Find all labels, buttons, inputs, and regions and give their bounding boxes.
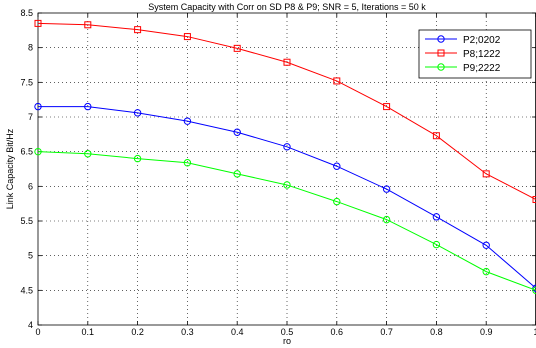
y-tick-label: 6.5 — [20, 147, 33, 157]
chart-title: System Capacity with Corr on SD P8 & P9;… — [148, 2, 426, 12]
x-tick-label: 0 — [35, 327, 40, 337]
y-tick-label: 7.5 — [20, 77, 33, 87]
data-point — [482, 241, 490, 249]
x-tick-label: 0.6 — [331, 327, 344, 337]
data-point — [532, 196, 536, 204]
y-tick-label: 5.5 — [20, 216, 33, 226]
data-point — [383, 103, 391, 111]
data-point — [233, 170, 241, 178]
data-point — [233, 128, 241, 136]
x-tick-label: 0.3 — [181, 327, 194, 337]
x-tick-label: 0.2 — [131, 327, 144, 337]
x-tick-label: 0.7 — [380, 327, 393, 337]
data-point — [84, 150, 92, 158]
legend-marker — [437, 63, 445, 71]
legend-marker — [437, 35, 445, 43]
data-point — [183, 33, 191, 41]
legend-entry: P8;1222 — [425, 49, 501, 60]
data-point — [333, 77, 341, 85]
series-p2-0202 — [34, 102, 536, 292]
data-point — [233, 44, 241, 52]
legend-label: P9;2222 — [463, 63, 501, 74]
series-line — [37, 22, 536, 200]
y-tick-label: 5 — [28, 251, 33, 261]
legend: P2;0202 P8;1222 P9;2222 — [418, 29, 532, 79]
data-point — [432, 132, 440, 140]
series-line — [38, 106, 536, 289]
legend-marker — [437, 49, 445, 57]
y-tick-label: 4 — [28, 320, 33, 330]
y-tick-label: 8 — [28, 43, 33, 53]
x-tick-label: 0.1 — [82, 327, 95, 337]
data-point — [34, 147, 42, 156]
data-point — [382, 185, 391, 193]
data-point — [482, 170, 490, 178]
y-tick-label: 7 — [28, 112, 33, 122]
x-axis-label: ro — [283, 336, 291, 346]
series-layer — [34, 19, 536, 295]
data-point — [34, 102, 42, 111]
x-tick-label: 0.9 — [480, 327, 493, 337]
x-tick-label: 0.8 — [430, 327, 443, 337]
data-point — [482, 267, 490, 276]
x-tick-label: 0.5 — [281, 327, 294, 337]
y-tick-label: 6 — [28, 181, 33, 191]
legend-label: P8;1222 — [463, 49, 501, 60]
data-point — [84, 102, 92, 111]
data-point — [283, 181, 291, 189]
y-tick-label: 8.5 — [20, 8, 33, 18]
ticks: 0 0.1 0.2 0.3 0.4 0.5 0.6 0.7 0.8 0.9 1 4 4.5 5 5.5 6 6.… — [20, 8, 536, 337]
data-point — [333, 197, 341, 206]
data-point — [183, 117, 192, 125]
data-point — [84, 21, 92, 29]
data-point — [382, 215, 391, 224]
legend-label: P2;0202 — [463, 35, 501, 46]
data-point — [34, 19, 42, 27]
data-point — [333, 162, 341, 170]
legend-entry: P9;2222 — [425, 63, 501, 74]
x-tick-label: 0.4 — [231, 327, 244, 337]
x-tick-label: 1 — [533, 327, 536, 337]
y-axis-label: Link Capacity Bit/Hz — [5, 128, 15, 209]
data-point — [134, 26, 142, 34]
data-point — [283, 143, 291, 151]
legend-entry: P2;0202 — [425, 35, 501, 46]
y-tick-label: 4.5 — [20, 285, 33, 295]
data-point — [432, 240, 441, 249]
data-point — [183, 159, 192, 167]
data-point — [133, 154, 142, 163]
series-p9-2222 — [34, 147, 536, 295]
data-point — [432, 213, 441, 221]
data-point — [283, 58, 291, 66]
data-point — [133, 109, 142, 117]
series-line — [37, 151, 536, 291]
series-p8-1222 — [34, 19, 536, 204]
